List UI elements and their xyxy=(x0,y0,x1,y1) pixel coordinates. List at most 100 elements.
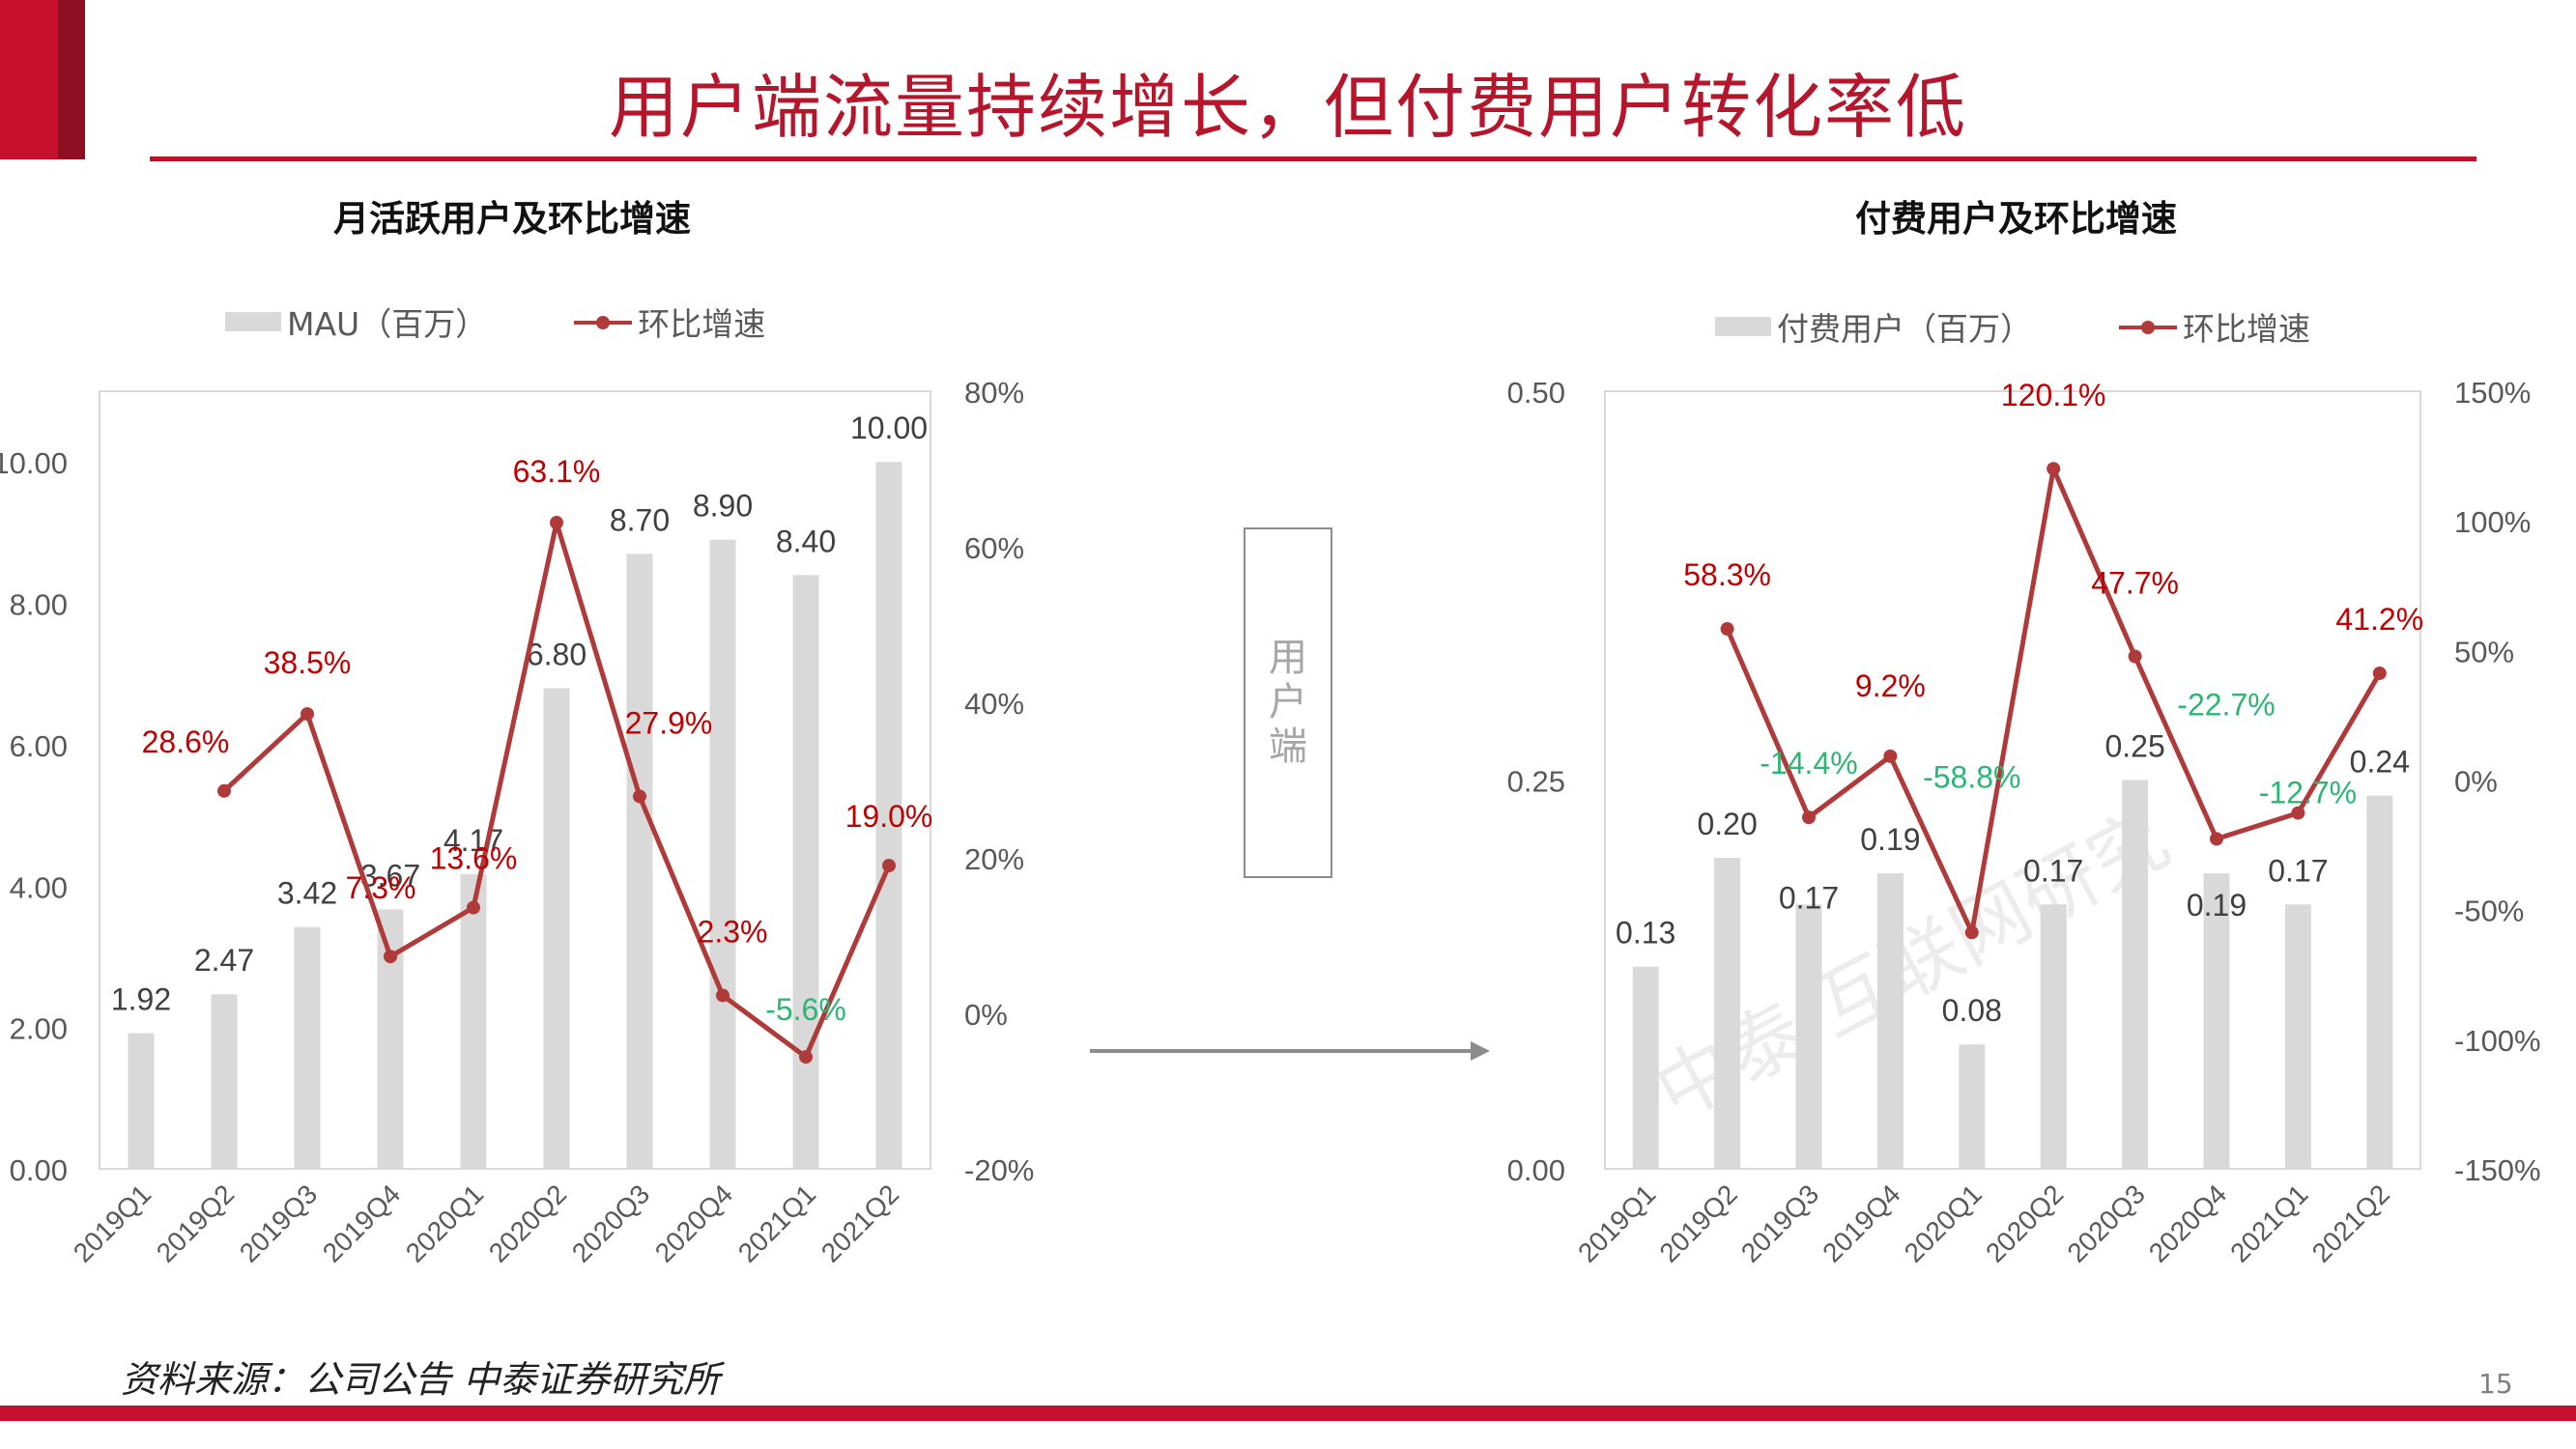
corner-accent-bar xyxy=(0,0,58,159)
bar-value-label: 8.90 xyxy=(693,489,753,524)
bar xyxy=(2366,795,2393,1169)
growth-value-label: -22.7% xyxy=(2177,687,2275,722)
corner-accent-bar-dark xyxy=(58,0,85,159)
bar xyxy=(875,462,902,1169)
x-category-label: 2019Q4 xyxy=(1817,1179,1905,1267)
growth-point xyxy=(467,900,480,915)
x-category-label: 2019Q2 xyxy=(151,1179,240,1267)
bar xyxy=(377,909,404,1169)
chart-2-legend: 付费用户（百万） 环比增速 xyxy=(1715,303,2310,350)
y-right-tick-label: 40% xyxy=(964,687,1024,721)
bar xyxy=(792,575,819,1169)
bar xyxy=(1876,873,1903,1169)
title-divider xyxy=(150,156,2476,161)
y-right-tick-label: -50% xyxy=(2454,895,2524,928)
y-right-tick-label: -20% xyxy=(964,1153,1034,1187)
y-left-tick-label: 4.00 xyxy=(10,870,68,904)
bar xyxy=(2284,904,2311,1169)
growth-point xyxy=(716,988,730,1003)
growth-value-label: -5.6% xyxy=(765,992,846,1027)
x-category-label: 2019Q1 xyxy=(1572,1179,1661,1267)
bar xyxy=(1959,1044,1986,1169)
growth-value-label: 58.3% xyxy=(1683,557,1771,592)
y-right-tick-label: 100% xyxy=(2454,505,2531,539)
growth-point xyxy=(301,707,314,722)
bar-value-label: 8.40 xyxy=(776,524,836,558)
y-right-tick-label: 0% xyxy=(964,998,1008,1032)
growth-value-label: 41.2% xyxy=(2335,602,2423,637)
flow-arrow-head xyxy=(1471,1041,1490,1061)
growth-value-label: 27.9% xyxy=(625,705,713,740)
growth-point xyxy=(2372,666,2387,680)
y-right-tick-label: -100% xyxy=(2454,1024,2541,1058)
bar-value-label: 4.17 xyxy=(444,823,503,858)
bar-value-label: 0.20 xyxy=(1697,807,1757,841)
x-category-label: 2021Q1 xyxy=(2224,1179,2313,1267)
user-side-box: 用户端 xyxy=(1244,527,1332,878)
legend-line-swatch xyxy=(2119,317,2177,336)
bar xyxy=(1632,966,1659,1169)
x-category-label: 2020Q3 xyxy=(566,1179,655,1267)
y-left-tick-label: 6.00 xyxy=(10,729,68,763)
y-left-tick-label: 10.00 xyxy=(0,446,68,480)
x-category-label: 2020Q4 xyxy=(2143,1179,2232,1267)
growth-value-label: 2.3% xyxy=(698,914,768,949)
x-category-label: 2019Q1 xyxy=(68,1179,157,1267)
growth-point xyxy=(799,1050,813,1065)
y-right-tick-label: 50% xyxy=(2454,635,2514,668)
page-title: 用户端流量持续增长，但付费用户转化率低 xyxy=(608,67,1967,148)
bar-value-label: 0.24 xyxy=(2350,745,2410,780)
plot-area-frame xyxy=(99,390,931,1170)
x-category-label: 2021Q2 xyxy=(816,1179,904,1267)
bar-value-label: 0.17 xyxy=(2268,853,2328,888)
plot-area-frame xyxy=(1604,390,2421,1170)
bar-value-label: 0.13 xyxy=(1616,916,1675,951)
y-right-tick-label: 0% xyxy=(2454,765,2498,799)
growth-point xyxy=(1883,749,1898,763)
page-number: 15 xyxy=(2478,1368,2513,1400)
bar-value-label: 6.80 xyxy=(527,637,587,671)
bar-value-label: 0.19 xyxy=(1860,822,1920,857)
growth-point xyxy=(1802,810,1816,825)
x-category-label: 2020Q4 xyxy=(649,1179,738,1267)
y-right-tick-label: -150% xyxy=(2454,1153,2541,1187)
user-side-label: 用户端 xyxy=(1269,636,1307,769)
growth-value-label: -12.7% xyxy=(2259,776,2357,810)
growth-point xyxy=(1964,925,1979,940)
source-note: 资料来源：公司公告 中泰证券研究所 xyxy=(121,1358,721,1401)
bar xyxy=(2122,780,2149,1169)
bar xyxy=(460,873,487,1169)
bar-value-label: 0.25 xyxy=(2104,729,2164,764)
x-category-label: 2019Q3 xyxy=(234,1179,323,1267)
bar-value-label: 8.70 xyxy=(610,502,670,537)
bar-value-label: 2.47 xyxy=(194,943,254,978)
x-category-label: 2021Q2 xyxy=(2306,1179,2395,1267)
chart-1-legend: MAU（百万） 环比增速 xyxy=(225,298,765,345)
y-right-tick-label: 60% xyxy=(964,531,1024,565)
bar xyxy=(2040,904,2067,1169)
legend-bar-swatch xyxy=(225,312,281,331)
bar xyxy=(626,554,653,1169)
bar xyxy=(2203,873,2230,1169)
x-category-label: 2019Q2 xyxy=(1653,1179,1742,1267)
growth-point xyxy=(2210,832,2223,846)
bar-value-label: 3.67 xyxy=(360,858,420,893)
bar xyxy=(709,539,736,1169)
growth-point xyxy=(633,789,646,804)
growth-point xyxy=(384,950,397,964)
y-left-tick-label: 2.00 xyxy=(10,1012,68,1046)
growth-point xyxy=(2128,649,2142,664)
bar-value-label: 0.17 xyxy=(2023,853,2083,888)
bar-value-label: 0.08 xyxy=(1942,993,2002,1028)
bar xyxy=(128,1033,155,1169)
bar-value-label: 10.00 xyxy=(850,411,928,445)
y-left-tick-label: 0.00 xyxy=(10,1153,68,1187)
growth-value-label: 63.1% xyxy=(513,454,601,489)
x-category-label: 2020Q1 xyxy=(400,1179,489,1267)
growth-point xyxy=(2046,462,2061,476)
bar xyxy=(1795,904,1822,1169)
legend-bar-swatch xyxy=(1715,317,1771,336)
footer-bar xyxy=(0,1406,2576,1421)
growth-point xyxy=(217,783,231,798)
y-right-tick-label: 150% xyxy=(2454,376,2531,410)
